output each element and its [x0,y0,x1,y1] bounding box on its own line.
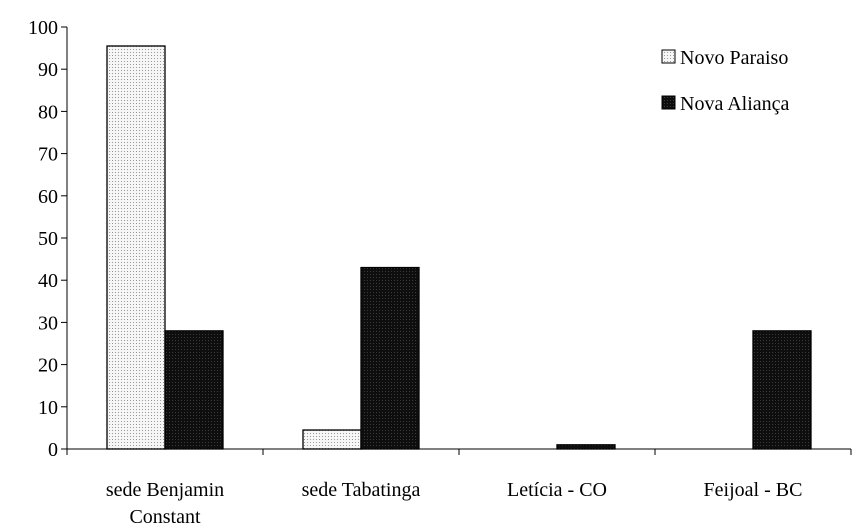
y-tick-label: 60 [38,186,58,208]
y-tick-label: 80 [38,101,58,123]
y-tick-label: 50 [38,228,58,250]
y-tick-label: 0 [48,439,58,461]
y-tick-label: 40 [38,270,58,292]
x-tick-label-line: sede Tabatinga [302,479,421,501]
legend-swatch [661,49,676,64]
y-tick-label: 90 [38,59,58,81]
y-tick-label: 100 [28,17,58,39]
y-tick-label: 70 [38,144,58,166]
bar-nova-alianca [556,444,616,450]
x-tick-label-line: Constant [129,506,201,528]
x-axis: sede Benjamin Constant sede Tabatinga Letíc… [66,448,852,528]
y-tick-label: 20 [38,355,58,377]
legend-label: Novo Paraiso [680,47,788,69]
y-axis: 0 10 20 30 40 50 60 70 80 90 100 [28,17,68,461]
x-tick-label-line: Letícia - CO [507,479,607,501]
x-tick-label: Letícia - CO [507,479,607,501]
bar-novo-paraiso [302,429,362,450]
y-tick-label: 30 [38,312,58,334]
legend: Novo Paraiso Nova Aliança [661,47,790,115]
bar-novo-paraiso [106,45,166,450]
bars [106,45,812,450]
x-tick-label-line: Feijoal - BC [704,479,803,501]
x-tick-label: Feijoal - BC [704,479,803,501]
bar-nova-alianca [752,330,812,450]
bar-nova-alianca [164,330,224,450]
y-tick-label: 10 [38,397,58,419]
legend-label: Nova Aliança [680,93,790,115]
x-tick-label: sede Tabatinga [302,479,421,501]
x-tick-label: sede Benjamin Constant [106,479,224,528]
legend-swatch [661,95,676,110]
x-tick-label-line: sede Benjamin [106,479,224,501]
bar-nova-alianca [360,266,420,450]
